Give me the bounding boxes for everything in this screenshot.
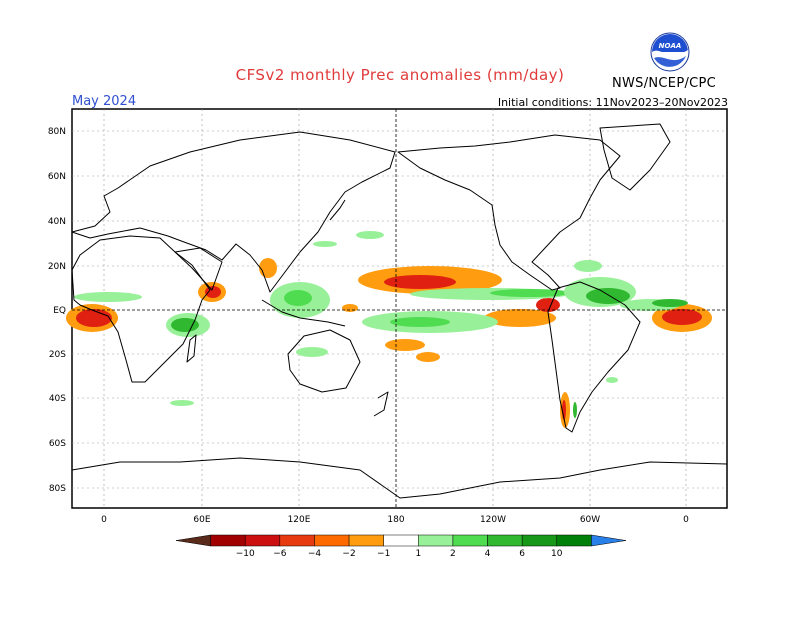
colorbar-tick-label: 6 <box>519 549 525 559</box>
colorbar-segment <box>348 534 384 547</box>
lat-label: 40N <box>48 217 66 227</box>
colorbar-tick-label: −4 <box>308 549 322 559</box>
colorbar-segment <box>314 534 350 547</box>
lon-label: 0 <box>101 515 107 525</box>
colorbar-tick-label: −10 <box>236 549 255 559</box>
colorbar-segment <box>591 534 627 547</box>
eurasia <box>71 131 396 293</box>
lat-label: 40S <box>49 394 66 404</box>
indonesia <box>261 299 346 327</box>
lat-label: 60N <box>48 172 66 182</box>
colorbar-tick-label: 4 <box>485 549 491 559</box>
colorbar-segment <box>244 534 281 547</box>
south-america <box>547 281 641 433</box>
lat-label: EQ <box>53 306 66 316</box>
coastlines <box>71 123 728 499</box>
colorbar-segment <box>521 534 558 547</box>
japan <box>329 199 346 221</box>
lon-label: 60W <box>580 515 600 525</box>
colorbar-segment <box>418 534 454 547</box>
map-title: CFSv2 monthly Prec anomalies (mm/day) <box>235 66 565 84</box>
lat-label: 20N <box>48 262 66 272</box>
initial-conditions: Initial conditions: 11Nov2023–20Nov2023 <box>497 96 728 109</box>
madagascar <box>186 334 197 363</box>
graticule <box>72 109 727 508</box>
colorbar-tick-label: −6 <box>273 549 287 559</box>
colorbar-segment <box>175 534 211 547</box>
map-frame <box>71 108 728 509</box>
arabia <box>174 247 223 291</box>
colorbar-tick-label: 1 <box>415 549 421 559</box>
colorbar-tick-label: 10 <box>551 549 563 559</box>
svg-text:NOAA: NOAA <box>659 42 682 50</box>
colorbar-ticks: −10 −6 −4 −2 −1 1 2 4 6 10 <box>236 549 563 559</box>
antarctica <box>71 457 728 499</box>
agency-label: NWS/NCEP/CPC <box>612 76 717 91</box>
lat-label: 80N <box>48 127 66 137</box>
dry-anomaly-east-pacific <box>484 309 556 327</box>
north-america <box>397 134 621 291</box>
lon-label: 60E <box>193 515 210 525</box>
lon-label: 120W <box>480 515 506 525</box>
new-zealand <box>373 391 389 417</box>
latitude-labels: 80N 60N 40N 20N EQ 20S 40S 60S 80S <box>48 127 66 494</box>
lat-label: 60S <box>49 439 66 449</box>
colorbar <box>175 534 627 547</box>
lon-label: 180 <box>387 515 404 525</box>
lon-label: 120E <box>288 515 311 525</box>
lat-label: 80S <box>49 484 66 494</box>
forecast-month: May 2024 <box>72 94 137 109</box>
greenland <box>599 123 671 191</box>
colorbar-tick-label: 2 <box>450 549 456 559</box>
colorbar-segment <box>383 534 419 547</box>
colorbar-tick-label: −2 <box>342 549 355 559</box>
longitude-labels: 0 60E 120E 180 120W 60W 0 <box>101 515 689 525</box>
dry-anomaly-bay-of-bengal <box>259 258 277 278</box>
noaa-logo-icon: NOAA <box>650 32 690 72</box>
anomaly-shading <box>66 231 712 428</box>
africa <box>71 235 211 383</box>
lon-label: 0 <box>683 515 689 525</box>
colorbar-segment <box>279 534 315 547</box>
colorbar-segment <box>556 534 592 547</box>
colorbar-tick-label: −1 <box>377 549 390 559</box>
colorbar-segment <box>210 534 246 547</box>
australia <box>287 329 361 393</box>
colorbar-segment <box>487 534 523 547</box>
lat-label: 20S <box>49 350 66 360</box>
colorbar-segment <box>452 534 488 547</box>
